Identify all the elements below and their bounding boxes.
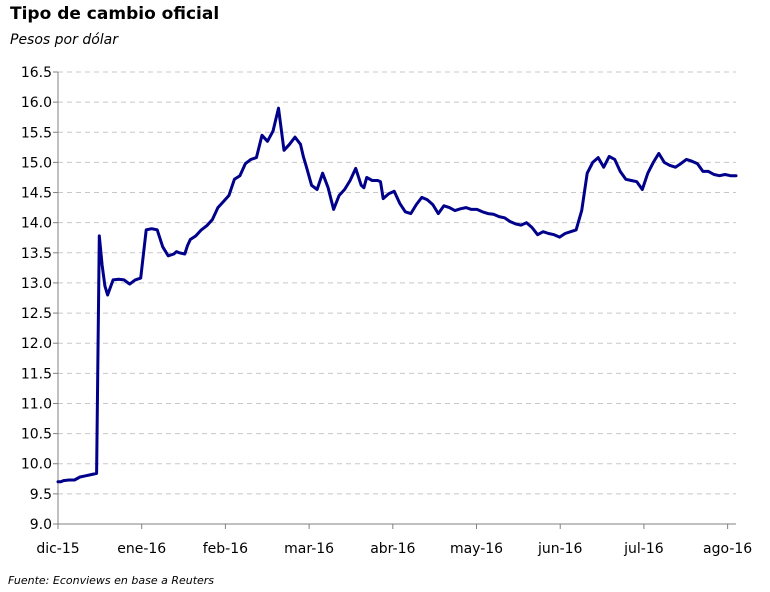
x-tick-label: ene-16 bbox=[117, 541, 166, 557]
y-tick-label: 10.0 bbox=[21, 457, 52, 473]
y-tick-label: 15.0 bbox=[21, 155, 52, 171]
x-tick-label: mar-16 bbox=[284, 541, 334, 557]
y-tick-label: 11.0 bbox=[21, 396, 52, 412]
x-tick-labels: dic-15 ene-16 feb-16 mar-16 abr-16 may-16 jun-… bbox=[36, 541, 752, 557]
y-tick-label: 12.5 bbox=[21, 306, 52, 322]
y-tick-label: 14.0 bbox=[21, 216, 52, 232]
y-tick-label: 9.0 bbox=[30, 517, 52, 533]
x-tick-label: jul-16 bbox=[623, 541, 664, 557]
y-tick-label: 11.5 bbox=[21, 366, 52, 382]
y-tick-label: 16.5 bbox=[21, 65, 52, 81]
series bbox=[56, 106, 738, 484]
grid-lines bbox=[58, 71, 736, 495]
y-tick-label: 12.0 bbox=[21, 336, 52, 352]
y-tick-label: 10.5 bbox=[21, 427, 52, 443]
chart-subtitle: Pesos por dólar bbox=[10, 32, 118, 48]
series-line bbox=[56, 106, 738, 484]
y-tick-label: 13.0 bbox=[21, 276, 52, 292]
x-tick-label: dic-15 bbox=[36, 541, 79, 557]
y-tick-label: 16.0 bbox=[21, 95, 52, 111]
x-tick-label: jun-16 bbox=[537, 541, 583, 557]
y-tick-label: 14.5 bbox=[21, 186, 52, 202]
y-tick-label: 15.5 bbox=[21, 125, 52, 141]
y-tick-label: 9.5 bbox=[30, 487, 52, 503]
x-tick-label: abr-16 bbox=[370, 541, 415, 557]
x-tick-label: ago-16 bbox=[703, 541, 752, 557]
x-tick-label: may-16 bbox=[450, 541, 503, 557]
y-tick-labels: 16.5 16.0 15.5 15.0 14.5 14.0 13.5 13.0 12.5 12.0… bbox=[21, 65, 52, 533]
source-note: Fuente: Econviews en base a Reuters bbox=[8, 574, 215, 587]
y-tick-label: 13.5 bbox=[21, 246, 52, 262]
x-tick-label: feb-16 bbox=[203, 541, 248, 557]
chart-title: Tipo de cambio oficial bbox=[10, 4, 220, 24]
axes bbox=[53, 71, 736, 529]
